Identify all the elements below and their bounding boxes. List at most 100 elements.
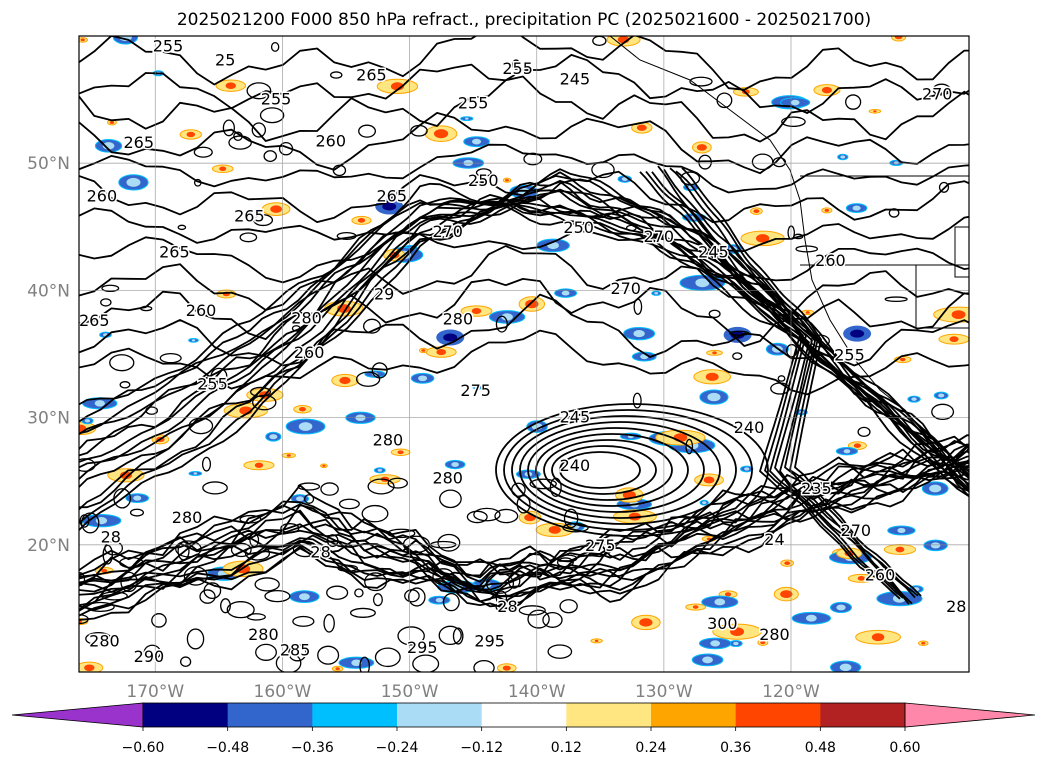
contour-cell (278, 141, 294, 156)
precip-blob-core (133, 495, 142, 501)
contour-label: 250 (563, 218, 594, 237)
contour-cell (254, 577, 280, 592)
contour-line (79, 230, 969, 284)
precip-blob-core (938, 393, 945, 398)
contour-label: 280 (248, 625, 279, 644)
precip-blob-core (109, 121, 115, 124)
coastline (609, 36, 969, 471)
contour-cell (100, 298, 112, 307)
precip-blob-core (753, 209, 760, 214)
contour-cell (494, 508, 519, 524)
precip-blob-core (712, 351, 717, 355)
x-tick-label: 130°W (635, 682, 693, 702)
precip-blob-core (191, 339, 196, 342)
precip-blob-core (254, 462, 264, 468)
contour-label: 280 (443, 310, 474, 329)
contour-cell (527, 609, 550, 629)
colorbar-frame (142, 702, 906, 728)
contour-cell (263, 150, 277, 162)
precip-blob-core (730, 627, 744, 637)
colorbar-segment (312, 703, 398, 727)
contour-line (79, 36, 969, 91)
precip-blob-core (949, 336, 959, 343)
contour-loop (551, 445, 657, 495)
contour-cell (85, 632, 112, 646)
colorbar-tick-label: −0.60 (122, 740, 165, 756)
contour-label: 265 (123, 133, 154, 152)
precip-blob-core (119, 471, 132, 480)
contour-cell (85, 601, 115, 612)
precip-blob-core (322, 464, 326, 467)
contour-cell (337, 564, 358, 572)
contour-cell (329, 71, 343, 79)
contour-cell (810, 334, 830, 348)
contour-cell (698, 154, 712, 170)
precip-blob-core (219, 166, 227, 171)
contour-loop (527, 427, 705, 513)
colorbar: −0.60 −0.48 −0.36 −0.24 −0.12 0.12 0.24 0.36 0.4… (11, 702, 1036, 756)
colorbar-tick-label: 0.36 (720, 740, 751, 756)
precip-blob-core (760, 640, 766, 645)
precip-blob-core (696, 144, 707, 151)
contour-cell (255, 643, 277, 661)
contour-line (79, 75, 969, 143)
contour-cell (202, 481, 228, 495)
y-axis-tick-labels: 50°N 40°N 30°N 20°N (27, 154, 70, 556)
precip-blob-core (270, 205, 282, 213)
contour-label: 260 (315, 132, 346, 151)
contour-label: 28 (310, 543, 330, 562)
precip-blob-core (299, 593, 310, 601)
contour-cell (442, 592, 460, 612)
contour-label: 265 (234, 207, 265, 226)
precip-blob-core (707, 392, 721, 402)
contour-cell (193, 178, 202, 187)
contour-cell (845, 94, 862, 110)
precip-blob-core (733, 641, 739, 646)
colorbar-segment (397, 703, 483, 727)
contour-line (79, 112, 969, 175)
contour-cell (507, 573, 521, 589)
contour-cell (109, 354, 135, 372)
contour-cell (358, 124, 377, 138)
contour-label: 295 (407, 638, 438, 657)
contour-cell (80, 512, 100, 534)
contour-loop (535, 433, 689, 507)
contour-cell (326, 585, 349, 600)
contour-cell (201, 456, 212, 472)
precip-blob-core (744, 467, 750, 471)
precip-blob-core (435, 597, 443, 603)
contour-label: 280 (89, 632, 120, 651)
contour-cell (511, 482, 526, 497)
contour-cell (632, 392, 642, 409)
contour-cell (781, 116, 806, 127)
contour-label: 280 (291, 308, 322, 327)
precip-blob-core (839, 663, 852, 672)
contour-cell (186, 628, 205, 650)
contour-cell (485, 572, 515, 594)
contour-cell (633, 298, 643, 315)
contour-cell (563, 508, 579, 529)
precip-blob-core (126, 177, 141, 187)
contour-line (79, 202, 969, 252)
contour-label: 265 (79, 311, 110, 330)
contour-cell (143, 644, 161, 661)
contour-label: 270 (922, 85, 953, 104)
contour-line (79, 194, 969, 497)
contour-label: 29 (374, 284, 394, 303)
contour-label: 255 (153, 36, 184, 55)
precip-blob-core (784, 561, 791, 565)
contour-label: 265 (376, 186, 407, 205)
contour-label: 275 (585, 536, 616, 555)
precip-blob-core (824, 208, 830, 212)
contour-cell (387, 528, 416, 539)
contour-cell (323, 613, 335, 633)
colorbar-tick-label: −0.12 (460, 740, 503, 756)
contour-label: 28 (101, 527, 121, 546)
contour-cell (119, 381, 131, 389)
contour-cell (473, 507, 501, 522)
contour-cell (549, 477, 562, 497)
precip-blob-core (505, 179, 509, 182)
contour-line (79, 178, 969, 509)
contour-cell (770, 382, 790, 395)
precip-blob-core (852, 205, 861, 211)
